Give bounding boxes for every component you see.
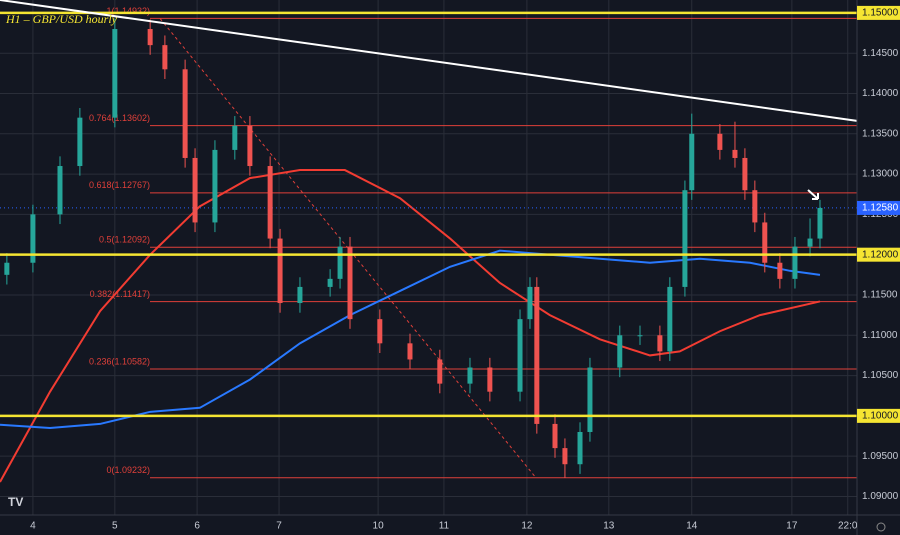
- candle-body: [77, 117, 83, 167]
- candle-body: [57, 166, 63, 215]
- candle-body: [562, 448, 568, 465]
- x-tick-label: 13: [603, 521, 615, 532]
- y-tick-label: 1.09000: [862, 491, 899, 502]
- candle-body: [407, 343, 413, 360]
- candle-body: [534, 286, 540, 424]
- candle-body: [377, 319, 383, 344]
- x-tick-label: 5: [112, 521, 118, 532]
- y-tick-label: 1.13500: [862, 128, 899, 139]
- moving-average: [0, 169, 821, 483]
- y-tick-label: 1.13000: [862, 169, 899, 180]
- candle-body: [752, 190, 758, 223]
- candle-body: [247, 125, 253, 167]
- moving-average: [0, 249, 821, 429]
- candle-body: [297, 286, 303, 304]
- candle-body: [777, 262, 783, 279]
- candle-body: [742, 157, 748, 191]
- y-tick-label: 1.14500: [862, 48, 899, 59]
- candle-body: [4, 262, 10, 275]
- fib-label: 1(1.14932): [106, 6, 150, 16]
- candle-body: [212, 149, 218, 223]
- candle-body: [267, 166, 273, 239]
- candle-body: [277, 238, 283, 304]
- candle-body: [617, 335, 623, 368]
- candle-body: [552, 423, 558, 449]
- candle-body: [792, 246, 798, 279]
- fib-label: 0.382(1.11417): [90, 289, 150, 299]
- y-tick-label: 1.11000: [862, 330, 898, 341]
- level-tag: [857, 247, 900, 262]
- candle-body: [182, 69, 188, 158]
- y-tick-label: 1.09500: [862, 451, 899, 462]
- level-tag: [857, 408, 900, 423]
- candle-body: [689, 133, 695, 191]
- level-tag: [857, 5, 900, 20]
- candle-body: [817, 207, 823, 239]
- plot: 1(1.14932) 0.764(1.13602) 0.618(1.12767) 0.…: [0, 0, 858, 515]
- y-tick-label: 1.11500: [862, 290, 898, 301]
- candle-body: [162, 45, 168, 70]
- x-tick-label: 6: [194, 521, 200, 532]
- logo: TV: [8, 495, 23, 509]
- x-tick-label: 17: [786, 521, 798, 532]
- candle-body: [147, 29, 153, 46]
- x-tick-label: 22:0: [838, 521, 858, 532]
- fib-label: 0.236(1.10582): [89, 356, 150, 366]
- x-tick-label: 7: [276, 521, 282, 532]
- candle-body: [30, 214, 36, 263]
- level-tag-label: 1.15000: [862, 8, 899, 19]
- candle-body: [667, 286, 673, 352]
- candle-body: [232, 125, 238, 150]
- x-tick-label: 12: [521, 521, 533, 532]
- candle-body: [437, 359, 443, 384]
- candle-body: [637, 335, 643, 337]
- settings-icon[interactable]: [876, 522, 886, 532]
- candle-body: [347, 246, 353, 320]
- candle-body: [192, 157, 198, 223]
- fib-diagonal: [159, 18, 536, 477]
- candle-body: [517, 319, 523, 392]
- fib-label: 0.5(1.12092): [99, 235, 150, 245]
- candle-body: [337, 246, 343, 279]
- fib-label: 0(1.09232): [106, 465, 150, 475]
- x-tick-label: 14: [686, 521, 698, 532]
- y-tick-label: 1.10500: [862, 370, 899, 381]
- price-tag-label: 1.12580: [862, 203, 899, 214]
- fib-label: 0.618(1.12767): [89, 180, 150, 190]
- candle-body: [327, 278, 333, 287]
- chart-title: H1 – GBP/USD hourly: [5, 12, 118, 26]
- candle-body: [807, 238, 813, 247]
- candle-body: [577, 431, 583, 465]
- arrow-annotation: [807, 189, 819, 200]
- candle-body: [587, 367, 593, 432]
- level-tag-label: 1.12000: [862, 249, 899, 260]
- candle-body: [682, 190, 688, 287]
- candle-body: [762, 222, 768, 263]
- x-tick-label: 4: [30, 521, 36, 532]
- price-tag: [857, 200, 900, 215]
- trendline: [0, 0, 858, 122]
- y-tick-label: 1.14000: [862, 88, 899, 99]
- x-tick-label: 11: [439, 521, 450, 532]
- level-tag-label: 1.10000: [862, 411, 899, 422]
- candle-body: [487, 367, 493, 392]
- fib-label: 0.764(1.13602): [89, 113, 150, 123]
- candle-body: [527, 286, 533, 320]
- candle-body: [467, 367, 473, 384]
- candle-body: [657, 335, 663, 352]
- candle-body: [112, 29, 118, 118]
- candle-body: [732, 149, 738, 158]
- x-tick-label: 10: [373, 521, 385, 532]
- candle-body: [717, 133, 723, 150]
